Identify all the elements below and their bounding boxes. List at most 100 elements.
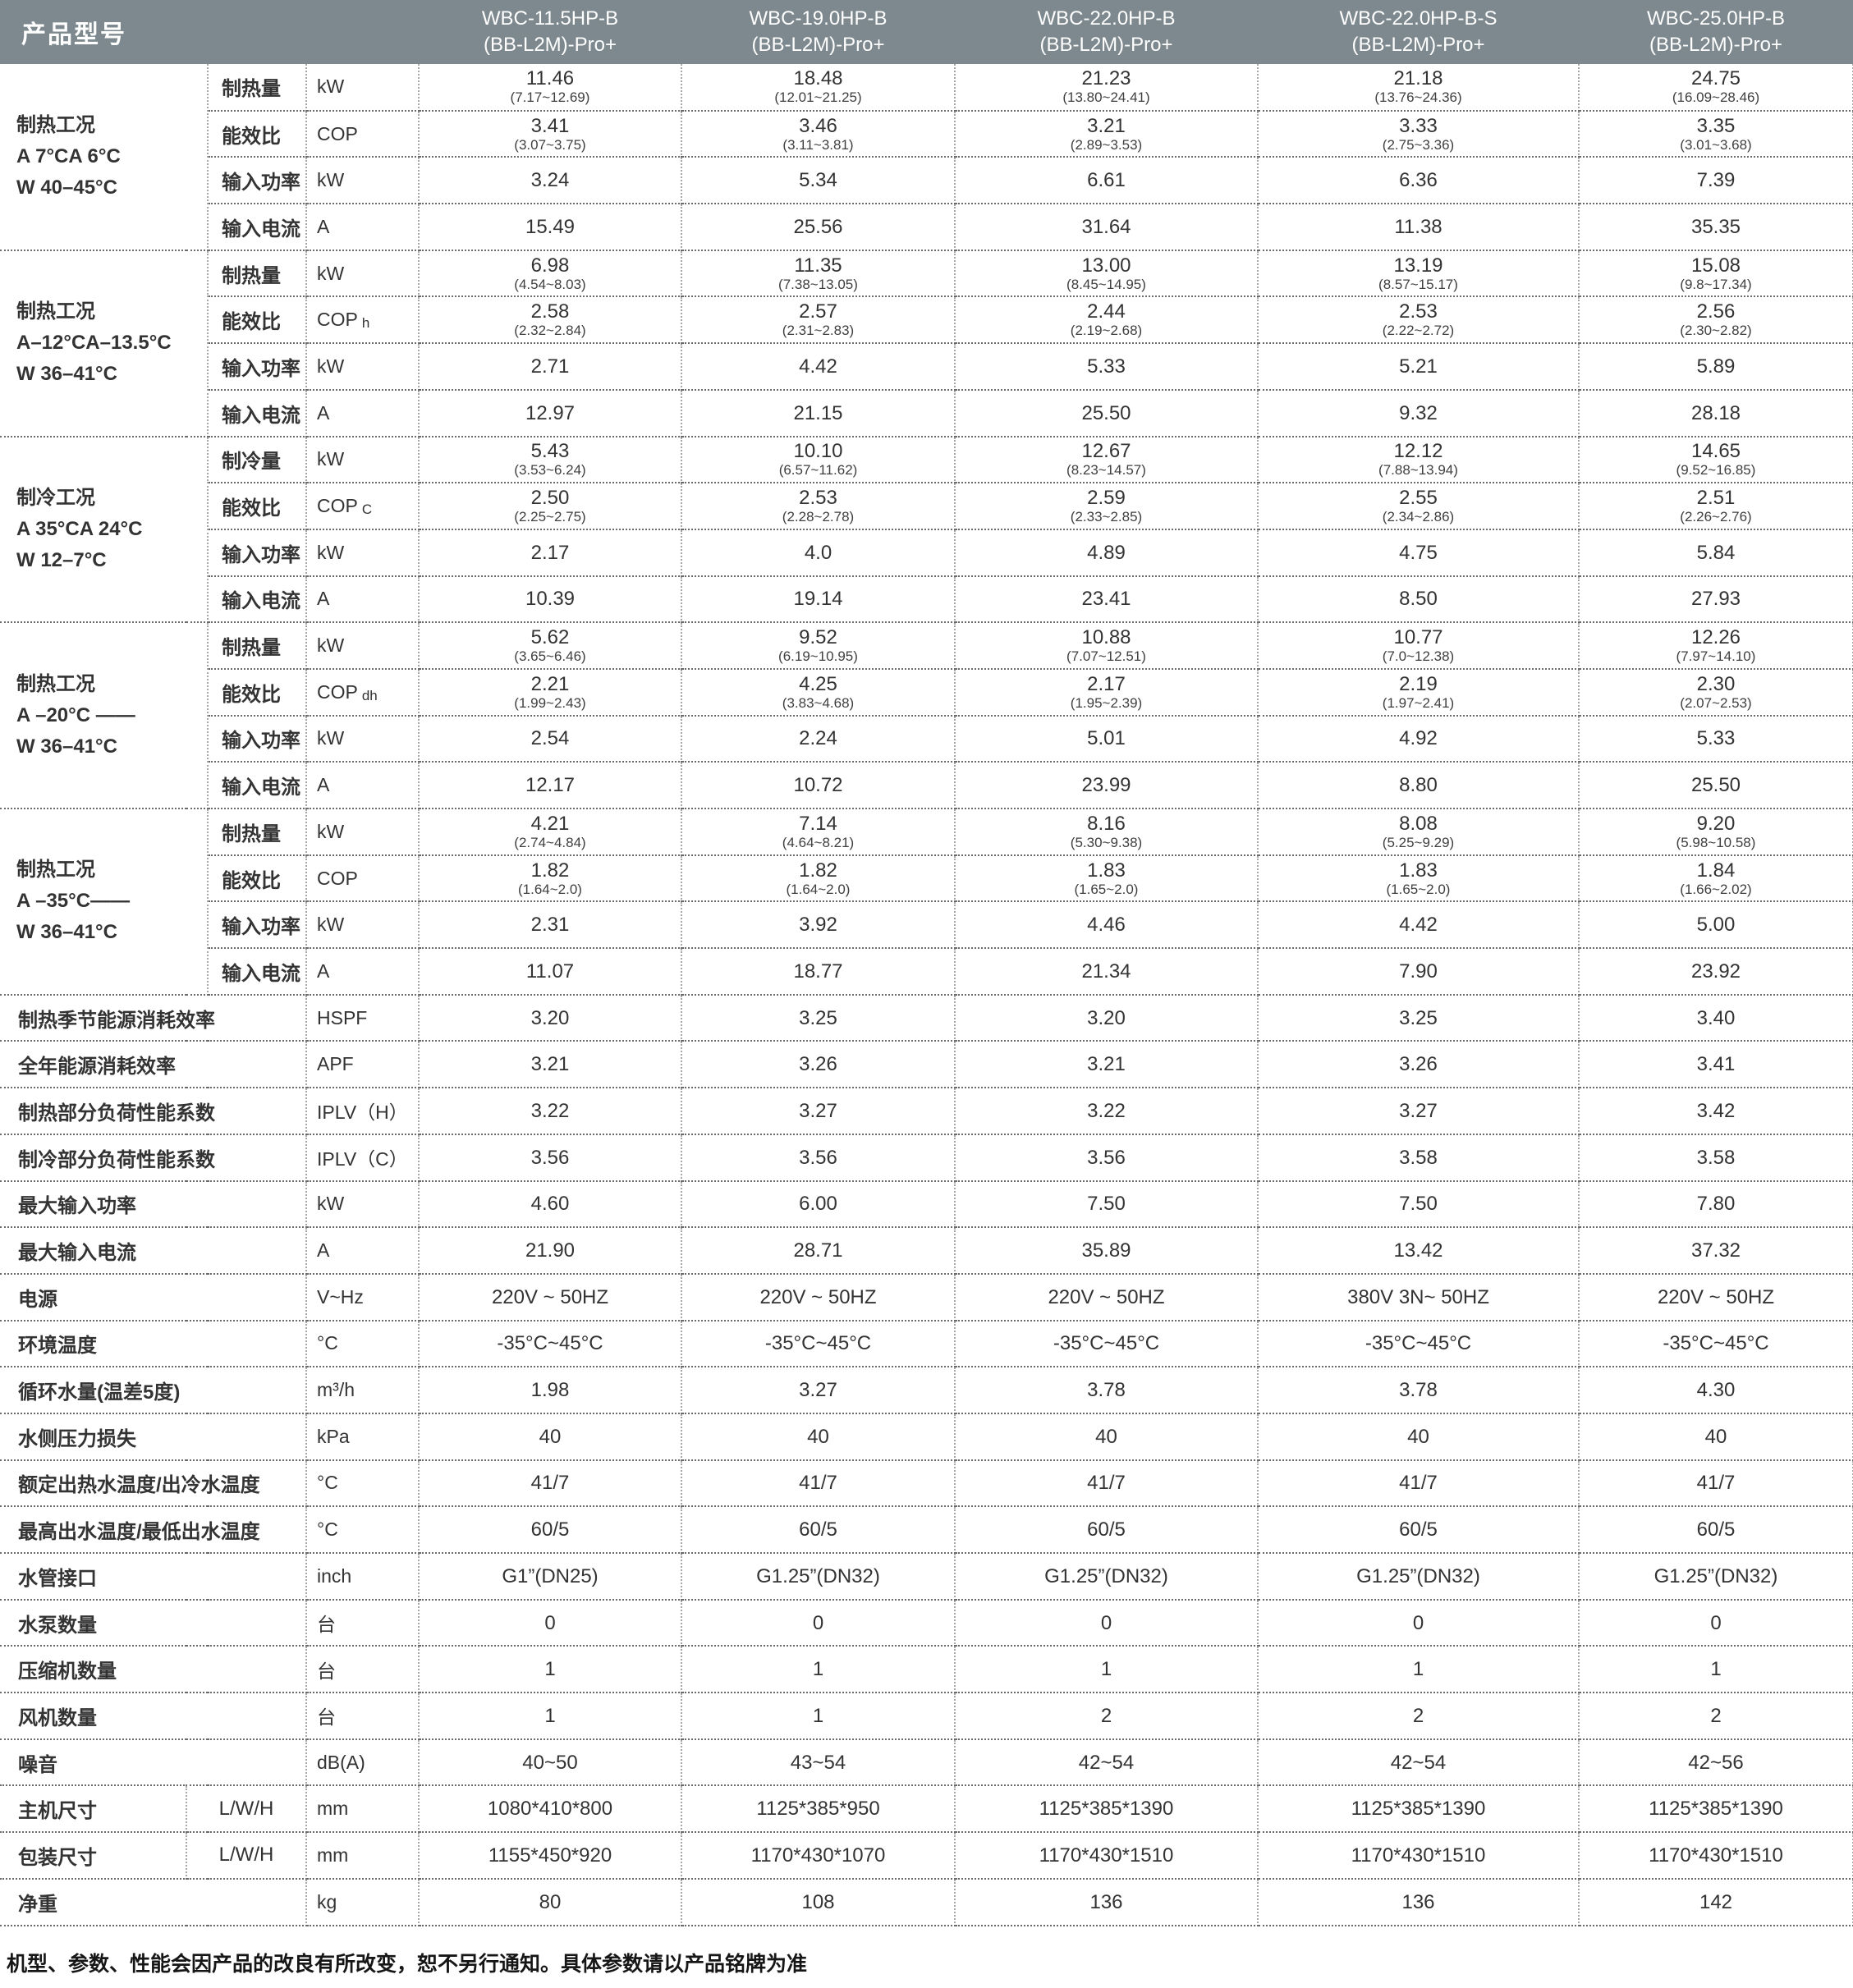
value-cell: 1	[419, 1693, 682, 1740]
value: 1080*410*800	[487, 1798, 613, 1821]
value-cell: 13.42	[1258, 1227, 1580, 1275]
value: 142	[1699, 1890, 1733, 1913]
table-row: 输入功率 kW 3.24 5.34 6.61 6.36 7.39	[0, 157, 1853, 205]
condition-line: A 7°CA 6°C	[16, 144, 121, 167]
unit-text: dB(A)	[317, 1751, 365, 1773]
value: -35°C~45°C	[1663, 1332, 1769, 1355]
unit-cell: kg	[306, 1878, 420, 1926]
value: 80	[539, 1890, 562, 1913]
value-cell: 3.35 (3.01~3.68)	[1579, 110, 1853, 158]
value-cell: 3.40	[1579, 994, 1853, 1042]
value: 3.20	[530, 1006, 570, 1029]
value-cell: 3.21 (2.89~3.53)	[955, 110, 1259, 158]
value-cell: 3.56	[681, 1134, 956, 1182]
unit-text: kW	[317, 820, 345, 842]
unit-cell: IPLV（H）	[306, 1088, 420, 1135]
value: -35°C~45°C	[1053, 1332, 1160, 1355]
row-label: 电源	[0, 1273, 307, 1322]
value: 9.20	[1696, 812, 1736, 835]
value-cell: 2.31	[419, 901, 682, 950]
table-row: 制热工况 A–12°CA–13.5°C W 36–41°C 制热量 kW 6.98 (4.5…	[0, 250, 1853, 437]
row-label: 能效比	[208, 483, 307, 530]
value: G1.25”(DN32)	[1653, 1564, 1778, 1587]
model-variant: (BB-L2M)-Pro+	[1039, 34, 1173, 56]
value: 1125*385*1390	[1039, 1798, 1174, 1821]
value: 5.01	[1087, 727, 1126, 750]
condition-line: A –20°C ——	[16, 703, 135, 726]
column-header-model: WBC-22.0HP-B (BB-L2M)-Pro+	[955, 0, 1258, 64]
unit-cell: kW	[306, 64, 420, 112]
value: 6.98	[530, 254, 570, 277]
unit-cell: A	[306, 762, 420, 809]
row-label: 输入功率	[208, 157, 307, 205]
value: 136	[1401, 1890, 1435, 1913]
row-label: 水管接口	[0, 1553, 307, 1601]
value: 2.53	[1399, 300, 1438, 323]
value-cell: 3.27	[681, 1367, 956, 1414]
value: 2.55	[1399, 487, 1438, 510]
value-range: (7.07~12.51)	[1066, 648, 1146, 665]
value-cell: 7.90	[1258, 948, 1580, 996]
value-cell: 2.19 (1.97~2.41)	[1258, 668, 1580, 717]
table-row: 包装尺寸 L/W/H mm 1155*450*920 1170*430*1070 1170…	[0, 1832, 1853, 1880]
value: 220V ~ 50HZ	[1048, 1285, 1165, 1308]
value-range: (9.8~17.34)	[1680, 276, 1752, 292]
value-cell: 5.84	[1579, 529, 1853, 577]
value-cell: 1.83 (1.65~2.0)	[955, 854, 1259, 903]
value: G1.25”(DN32)	[756, 1564, 880, 1587]
value-cell: 1	[681, 1646, 956, 1694]
row-label: 能效比	[208, 854, 307, 903]
value: 5.00	[1696, 914, 1736, 937]
row-label: 制热量	[208, 64, 307, 112]
unit-cell: IPLV（C）	[306, 1134, 420, 1182]
value: 220V ~ 50HZ	[1657, 1285, 1775, 1308]
value-cell: 2.59 (2.33~2.85)	[955, 483, 1259, 530]
value: 3.20	[1087, 1006, 1126, 1029]
value-cell: 6.61	[955, 157, 1259, 205]
unit-cell: 台	[306, 1693, 420, 1740]
value-cell: 4.30	[1579, 1367, 1853, 1414]
spec-table-body: 制热工况 A 7°CA 6°C W 40–45°C 制热量 kW 11.46 (7.17~1…	[0, 64, 1853, 1926]
row-label: 能效比	[208, 296, 307, 345]
value-cell: 40	[955, 1413, 1259, 1461]
row-label: 净重	[0, 1878, 307, 1926]
value-cell: 10.77 (7.0~12.38)	[1258, 622, 1580, 670]
column-header-model: WBC-25.0HP-B (BB-L2M)-Pro+	[1579, 0, 1853, 64]
row-label: 能效比	[208, 668, 307, 717]
value-cell: 1.82 (1.64~2.0)	[419, 854, 682, 903]
condition-line: A 35°CA 24°C	[16, 517, 143, 540]
unit-cell: A	[306, 389, 420, 437]
unit-text: HSPF	[317, 1006, 368, 1028]
value-cell: 3.27	[681, 1088, 956, 1135]
value: 40	[1407, 1425, 1429, 1448]
model-name: WBC-19.0HP-B	[749, 7, 888, 30]
value-range: (1.99~2.43)	[514, 694, 586, 711]
value-cell: 3.33 (2.75~3.36)	[1258, 110, 1580, 158]
value: 10.77	[1393, 626, 1443, 649]
value-cell: G1.25”(DN32)	[1579, 1553, 1853, 1601]
value: 5.43	[530, 440, 570, 463]
value: 15.49	[525, 215, 576, 238]
value-range: (2.32~2.84)	[514, 323, 586, 339]
value-cell: 5.62 (3.65~6.46)	[419, 622, 682, 670]
row-label: 最大输入功率	[0, 1180, 307, 1229]
table-row: 制热工况 A –20°C —— W 36–41°C 制热量 kW 5.62 (3.65~6.…	[0, 622, 1853, 809]
value-cell: 220V ~ 50HZ	[1579, 1273, 1853, 1322]
value: 3.21	[1087, 1053, 1126, 1076]
value-range: (3.07~3.75)	[514, 136, 586, 153]
unit-text: °C	[317, 1472, 338, 1494]
row-label: 制冷量	[208, 436, 307, 484]
row-label: 主机尺寸	[0, 1785, 187, 1834]
column-header-model: WBC-19.0HP-B (BB-L2M)-Pro+	[681, 0, 955, 64]
value: 40	[1704, 1425, 1727, 1448]
unit-text: kW	[317, 355, 345, 377]
value-cell: 3.25	[681, 994, 956, 1042]
row-label: 环境温度	[0, 1320, 307, 1368]
condition-line: W 40–45°C	[16, 176, 117, 199]
value: 2.24	[799, 727, 837, 750]
table-row: 输入电流 A 12.17 10.72 23.99 8.80 25.50	[0, 762, 1853, 809]
unit-cell: kW	[306, 343, 420, 391]
value-cell: 40	[681, 1413, 956, 1461]
value-cell: 21.18 (13.76~24.36)	[1258, 64, 1580, 112]
value: 11.38	[1394, 215, 1442, 238]
